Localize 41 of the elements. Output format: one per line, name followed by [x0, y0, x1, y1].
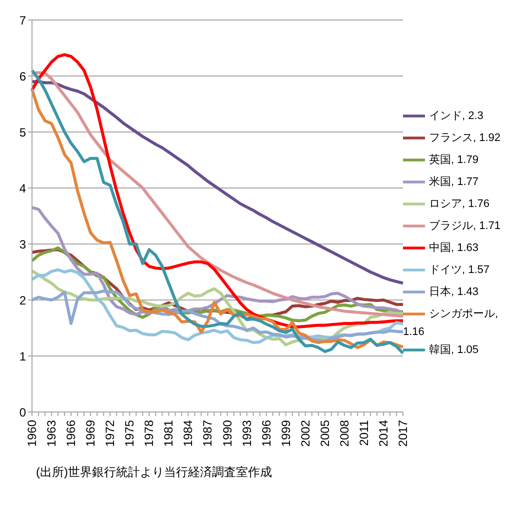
text: (出所)世界銀行統計より当行経済調査室作成	[36, 464, 273, 481]
x-tick-label: 1969	[84, 420, 98, 447]
x-tick-label: 2011	[356, 420, 371, 446]
y-tick-label: 5	[19, 125, 26, 140]
x-tick-label: 1990	[220, 420, 234, 447]
legend-label: フランス, 1.92	[429, 132, 501, 144]
x-tick-label: 1993	[240, 420, 254, 447]
y-tick-label: 4	[19, 181, 26, 196]
legend-label: ドイツ, 1.57	[429, 264, 490, 276]
x-tick-label: 1963	[44, 420, 59, 447]
x-tick-label: 1972	[103, 420, 118, 447]
legend-label: インド, 2.3	[429, 110, 484, 122]
y-tick-label: 1	[19, 349, 26, 364]
legend-label: シンガポール, 1.16	[403, 308, 498, 338]
legend-label: ロシア, 1.76	[429, 198, 490, 210]
x-tick-label: 1996	[259, 420, 274, 447]
x-tick-label: 1960	[25, 420, 39, 447]
x-tick-label: 1984	[181, 420, 196, 447]
y-tick-label: 0	[19, 405, 26, 420]
legend-label: 英国, 1.79	[429, 154, 479, 166]
x-tick-label: 2008	[337, 420, 352, 447]
line-series	[30, 80, 404, 285]
x-tick-label: 1981	[162, 420, 176, 447]
legend-label: 日本, 1.43	[429, 286, 479, 298]
y-tick-label: 3	[19, 237, 26, 252]
legend-label: 韓国, 1.05	[429, 344, 479, 356]
legend-label: ブラジル, 1.71	[429, 220, 501, 232]
x-tick-label: 2002	[298, 420, 312, 447]
y-tick-label: 7	[19, 13, 26, 28]
legend-label: 中国, 1.63	[429, 242, 479, 254]
y-tick-label: 2	[19, 293, 26, 308]
x-tick-label: 1975	[122, 420, 137, 447]
x-tick-label: 1999	[278, 420, 293, 447]
x-tick-label: 1978	[142, 420, 156, 447]
x-tick-label: 1966	[64, 420, 78, 447]
x-tick-label: 1987	[200, 420, 215, 447]
y-tick-label: 6	[19, 69, 26, 84]
legend-label: 米国, 1.77	[429, 176, 479, 188]
x-tick-label: 2017	[396, 420, 410, 447]
x-tick-label: 2005	[318, 420, 332, 447]
x-tick-label: 2014	[376, 420, 390, 447]
